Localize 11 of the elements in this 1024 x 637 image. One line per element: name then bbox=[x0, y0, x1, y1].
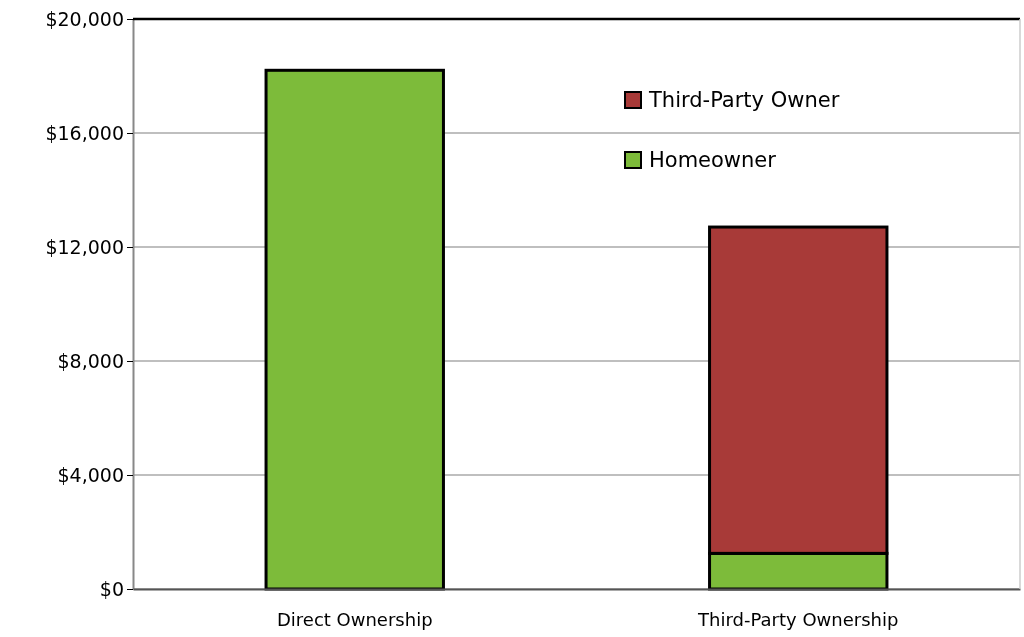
bar bbox=[264, 68, 445, 591]
x-tick-label: Third-Party Ownership bbox=[697, 608, 899, 630]
legend-label: Homeowner bbox=[649, 148, 777, 173]
y-tick-label: $0 bbox=[99, 577, 124, 600]
x-tick-label: Direct Ownership bbox=[276, 608, 433, 630]
legend-label: Third-Party Owner bbox=[648, 88, 840, 113]
y-tick-label: $20,000 bbox=[45, 7, 124, 30]
y-tick-label: $12,000 bbox=[45, 235, 124, 258]
y-tick-label: $16,000 bbox=[45, 121, 124, 144]
y-tick-label: $4,000 bbox=[57, 463, 124, 486]
y-tick-label: $8,000 bbox=[57, 349, 124, 372]
